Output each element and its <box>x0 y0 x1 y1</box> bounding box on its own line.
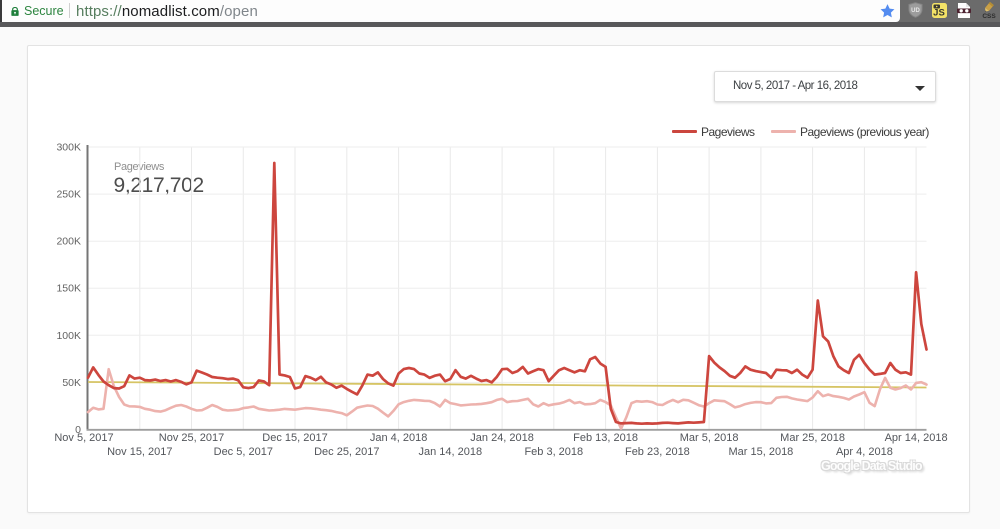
svg-text:CSS: CSS <box>982 13 996 19</box>
svg-text:UD: UD <box>911 8 920 14</box>
svg-text:Nov 5, 2017: Nov 5, 2017 <box>54 432 113 444</box>
svg-text:Feb 23, 2018: Feb 23, 2018 <box>625 446 690 458</box>
svg-text:Nov 15, 2017: Nov 15, 2017 <box>107 446 172 458</box>
svg-text:Jan 4, 2018: Jan 4, 2018 <box>370 432 428 444</box>
svg-text:Dec 5, 2017: Dec 5, 2017 <box>214 446 273 458</box>
svg-text:Feb 3, 2018: Feb 3, 2018 <box>524 446 583 458</box>
svg-text:250K: 250K <box>56 189 81 201</box>
svg-text:Jan 14, 2018: Jan 14, 2018 <box>418 446 482 458</box>
svg-text:Nov 25, 2017: Nov 25, 2017 <box>159 432 224 444</box>
svg-text:Mar 15, 2018: Mar 15, 2018 <box>728 446 793 458</box>
svg-text:200K: 200K <box>56 236 81 248</box>
svg-text:Apr 4, 2018: Apr 4, 2018 <box>836 446 893 458</box>
svg-text:Mar 25, 2018: Mar 25, 2018 <box>780 432 845 444</box>
svg-text:Dec 15, 2017: Dec 15, 2017 <box>262 432 327 444</box>
svg-text:Dec 25, 2017: Dec 25, 2017 <box>314 446 379 458</box>
svg-text:300K: 300K <box>56 142 81 154</box>
svg-text:JS: JS <box>933 8 945 18</box>
svg-text:Feb 13, 2018: Feb 13, 2018 <box>573 432 638 444</box>
svg-text:Mar 5, 2018: Mar 5, 2018 <box>680 432 739 444</box>
svg-text:150K: 150K <box>56 283 81 295</box>
svg-text:Jan 24, 2018: Jan 24, 2018 <box>470 432 534 444</box>
svg-text:Apr 14, 2018: Apr 14, 2018 <box>885 432 948 444</box>
svg-text:50K: 50K <box>62 377 81 389</box>
svg-text:0: 0 <box>75 424 81 436</box>
svg-text:100K: 100K <box>56 330 81 342</box>
